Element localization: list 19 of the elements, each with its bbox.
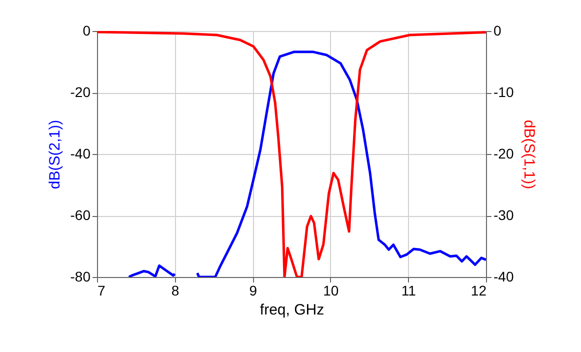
y2-tick-label: -20 [494, 146, 514, 162]
y-axis-title: dB(S(2,1)) [46, 120, 64, 190]
x-tick-label: 12 [470, 282, 487, 298]
y2-tick-label: -30 [494, 207, 514, 223]
y-tick-label: 0 [82, 22, 91, 38]
y-tick-label: -60 [70, 207, 91, 223]
x-axis-title: freq, GHz [260, 302, 324, 318]
y-tick-label: -20 [70, 84, 91, 100]
y2-tick-label: -40 [494, 268, 514, 284]
x-tick-label: 8 [171, 282, 180, 298]
y2-tick-label: -10 [494, 84, 514, 100]
y2-tick-label: 0 [494, 22, 502, 38]
x-tick-label: 11 [401, 282, 416, 298]
y2-axis-title: dB(S(1,1)) [520, 120, 538, 190]
x-tick-label: 7 [98, 282, 106, 298]
x-tick-label: 9 [249, 282, 258, 298]
x-tick-label: 10 [323, 282, 339, 298]
y-tick-label: -80 [70, 268, 91, 284]
y-tick-label: -40 [70, 146, 91, 162]
